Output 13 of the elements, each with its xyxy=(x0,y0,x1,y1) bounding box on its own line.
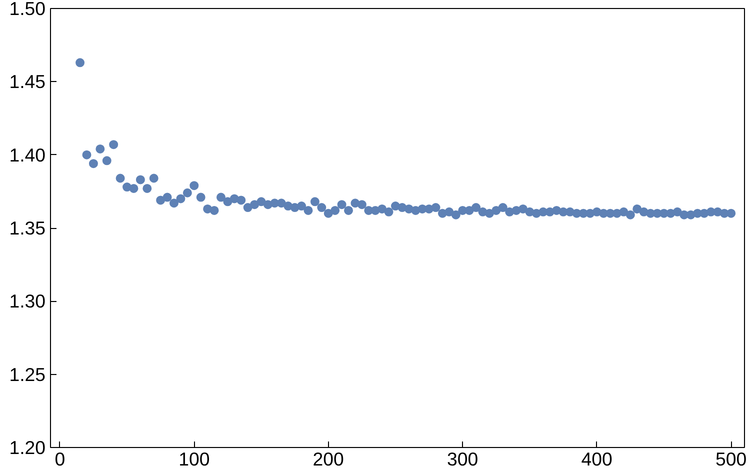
y-tick-label: 1.20 xyxy=(9,437,46,458)
x-tick-label: 100 xyxy=(178,448,210,470)
y-tick-label: 1.35 xyxy=(9,218,46,238)
x-tick-label: 500 xyxy=(716,448,747,470)
y-tick-label: 1.45 xyxy=(9,71,46,92)
x-tick-label: 400 xyxy=(581,448,612,470)
y-tick-label: 1.50 xyxy=(9,0,46,19)
x-tick-label: 300 xyxy=(447,448,478,470)
y-tick-label: 1.25 xyxy=(9,364,46,385)
x-tick-label: 200 xyxy=(312,448,344,470)
y-tick-label: 1.30 xyxy=(9,290,46,312)
y-tick-label: 1.40 xyxy=(9,144,46,166)
x-tick-label: 0 xyxy=(54,448,66,470)
